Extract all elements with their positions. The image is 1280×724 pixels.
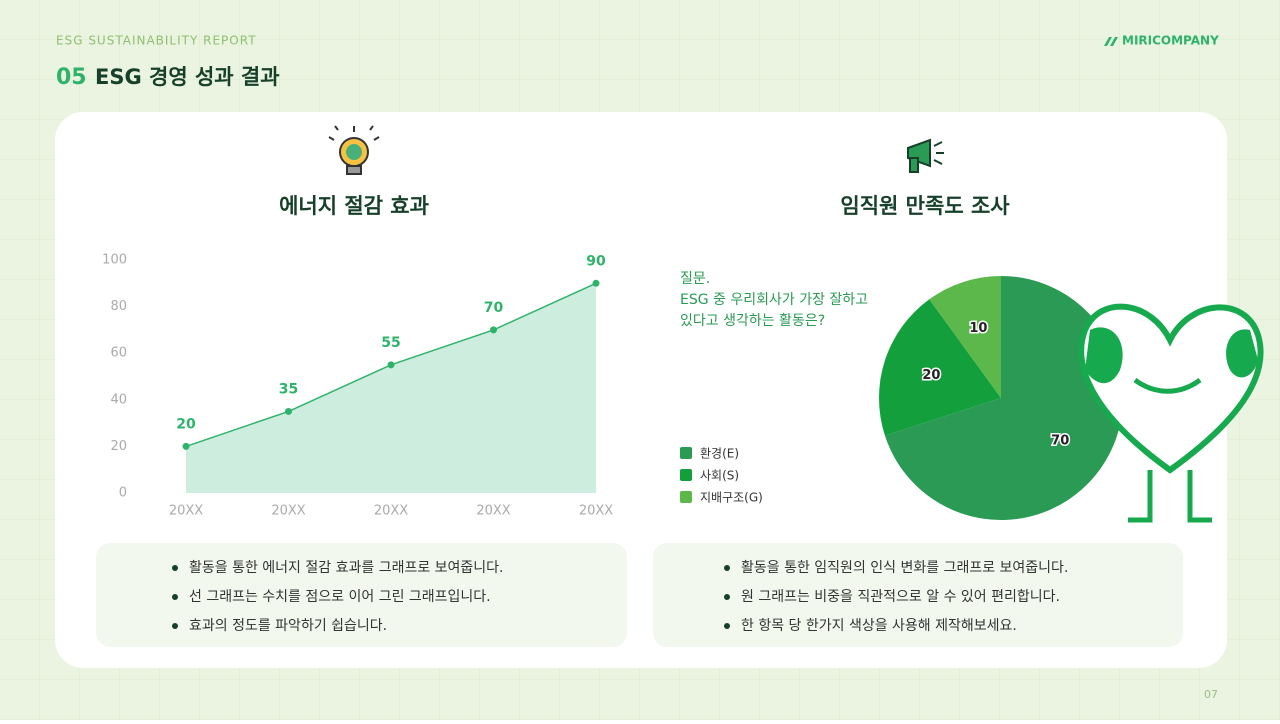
question: 질문. (680, 271, 710, 287)
question: ESG 중 우리회사가 가장 잘하고 (680, 292, 868, 308)
legend-swatch (680, 469, 692, 481)
y-tick-label: 40 (110, 392, 127, 407)
bullet (172, 594, 178, 600)
point (592, 279, 600, 287)
y-tick-label: 20 (110, 439, 127, 454)
note-text: 선 그래프는 수치를 점으로 이어 그린 그래프입니다. (189, 589, 491, 605)
note-text: 한 항목 당 한가지 색상을 사용해 제작해보세요. (741, 618, 1017, 634)
pie-label: 10 (969, 321, 987, 336)
x-tick-label: 20XX (476, 504, 510, 519)
data-label: 35 (279, 381, 298, 397)
slide-title: ESG 경영 성과 결과 (95, 65, 280, 89)
point (182, 442, 190, 450)
page-number: 07 (1204, 688, 1218, 701)
section-number: 05 (56, 65, 87, 90)
pie-label: 20 (922, 368, 940, 383)
bullet (172, 565, 178, 571)
bullet (724, 594, 730, 600)
bulb-icon (328, 125, 380, 175)
pie-label: 70 (1051, 434, 1069, 449)
brand: MIRICOMPANY (1122, 34, 1219, 48)
data-label: 70 (484, 300, 504, 316)
note-box (653, 543, 1183, 647)
megaphone-icon (907, 138, 944, 173)
y-tick-label: 0 (119, 486, 127, 501)
area (186, 283, 596, 493)
mascot (1078, 303, 1264, 523)
note-text: 활동을 통한 임직원의 인식 변화를 그래프로 보여줍니다. (741, 560, 1068, 576)
data-label: 90 (586, 253, 606, 269)
logo-mark (1104, 37, 1118, 46)
legend-label: 지배구조(G) (700, 491, 763, 505)
y-tick-label: 100 (102, 253, 127, 268)
data-label: 55 (381, 335, 400, 351)
x-tick-label: 20XX (169, 504, 203, 519)
report-label: ESG SUSTAINABILITY REPORT (56, 34, 257, 48)
x-tick-label: 20XX (374, 504, 408, 519)
point (285, 407, 292, 415)
x-tick-label: 20XX (271, 504, 305, 519)
pie-slice (929, 276, 1001, 398)
legend-label: 환경(E) (700, 447, 739, 461)
bullet (724, 565, 730, 571)
data-label: 20 (176, 416, 196, 432)
legend-swatch (680, 491, 692, 503)
point (387, 361, 395, 369)
note-text: 원 그래프는 비중을 직관적으로 알 수 있어 편리합니다. (741, 589, 1060, 605)
chart-title: 임직원 만족도 조사 (840, 194, 1010, 218)
bullet (724, 623, 730, 629)
legend-swatch (680, 447, 692, 459)
point (490, 326, 497, 334)
question: 있다고 생각하는 활동은? (680, 313, 825, 329)
pie-slice (879, 299, 1001, 436)
legend-label: 사회(S) (700, 469, 739, 483)
x-tick-label: 20XX (579, 504, 613, 519)
pie-slice (884, 276, 1123, 520)
note-text: 활동을 통한 에너지 절감 효과를 그래프로 보여줍니다. (189, 560, 504, 576)
bullet (172, 623, 178, 629)
note-box (96, 543, 627, 647)
y-tick-label: 60 (110, 346, 127, 361)
chart-title: 에너지 절감 효과 (279, 194, 429, 218)
note-text: 효과의 정도를 파악하기 쉽습니다. (189, 618, 387, 634)
y-tick-label: 80 (110, 299, 127, 314)
card (55, 112, 1227, 668)
